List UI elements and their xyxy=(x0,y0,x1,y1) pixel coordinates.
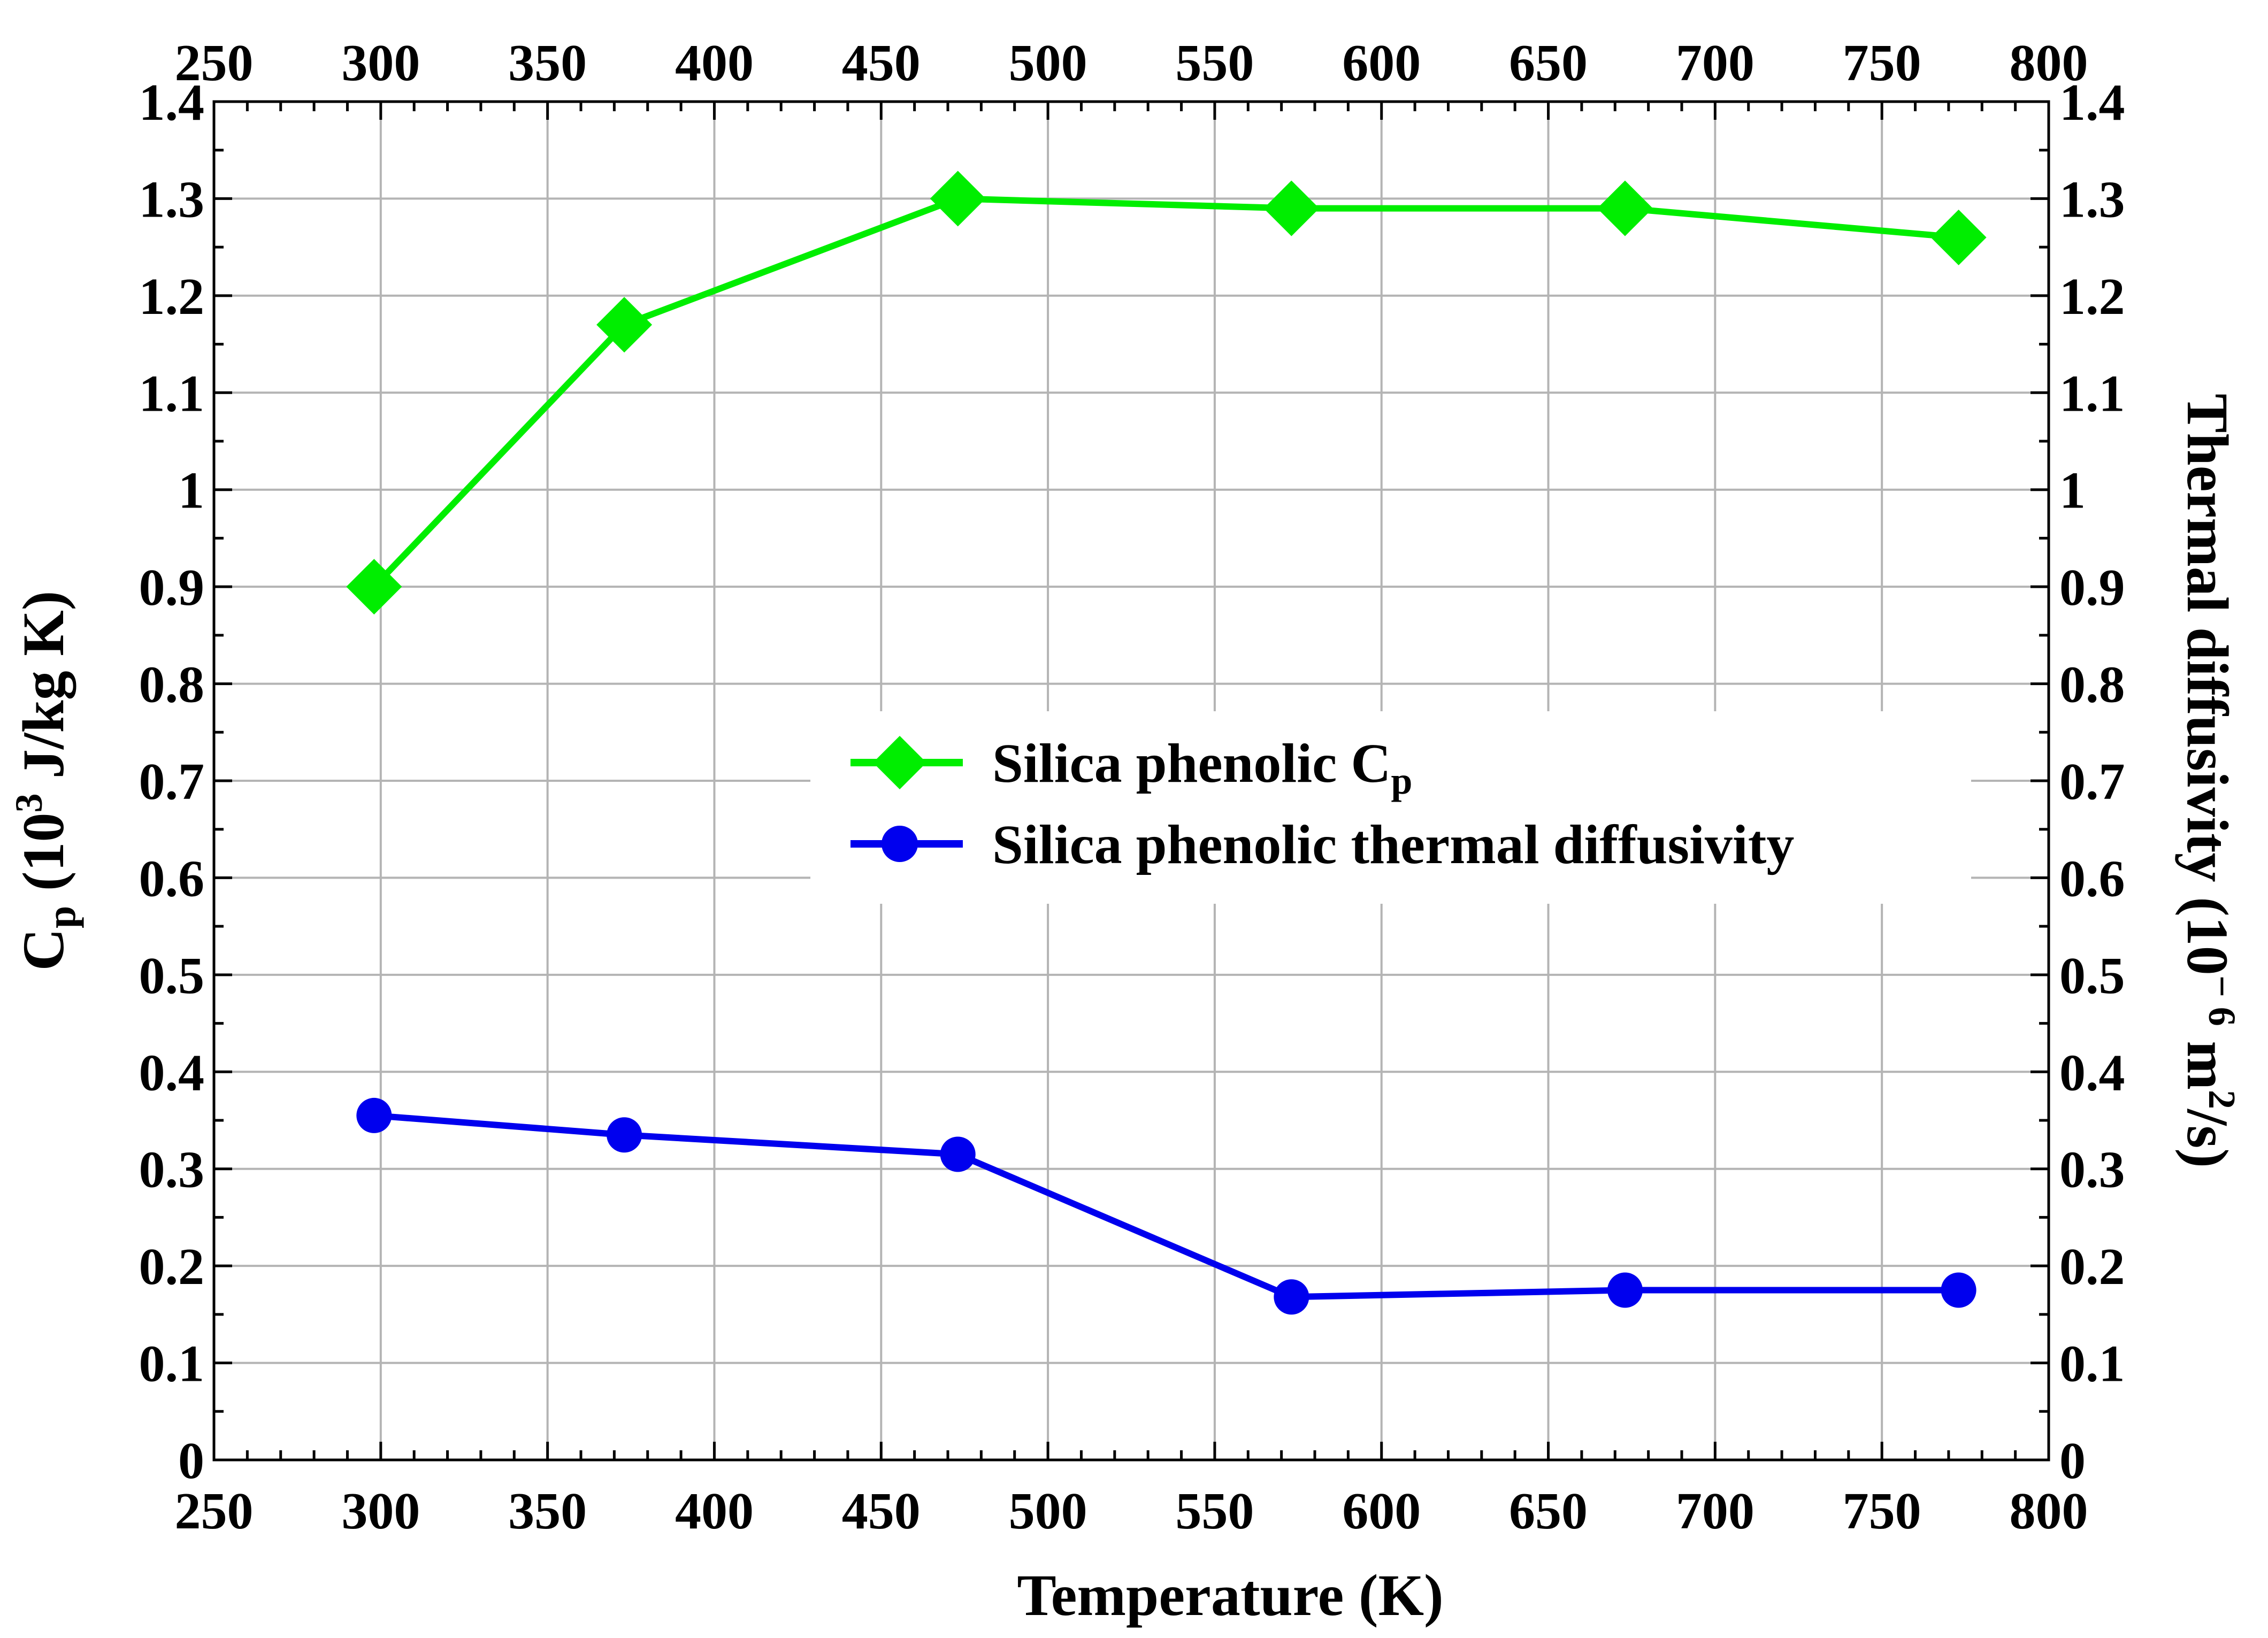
data-point-cp xyxy=(1597,180,1653,236)
data-point-diffusivity xyxy=(940,1136,976,1172)
x-tick-label-top: 650 xyxy=(1509,34,1588,92)
y-tick-label: 0.6 xyxy=(139,850,205,908)
x-tick-label: 650 xyxy=(1509,1482,1588,1540)
y-tick-label: 0.5 xyxy=(139,947,205,1005)
x-tick-label: 550 xyxy=(1175,1482,1254,1540)
y-tick-label: 1.3 xyxy=(139,171,205,228)
ticks: 250 250 300 300 350 350 400 400 450 450 500 500 550 5… xyxy=(139,34,2125,1540)
series-line-0 xyxy=(372,195,1959,589)
y-tick-label: 1.2 xyxy=(139,268,205,326)
y-tick-label-right: 0.6 xyxy=(2059,850,2125,908)
x-tick-label: 500 xyxy=(1009,1482,1087,1540)
x-tick-label-top: 750 xyxy=(1843,34,1921,92)
data-point-diffusivity xyxy=(356,1097,392,1133)
y-tick-label-right: 0.1 xyxy=(2059,1335,2125,1393)
data-point-cp xyxy=(930,171,986,227)
data-point-diffusivity xyxy=(1274,1279,1309,1315)
data-point-diffusivity xyxy=(1607,1272,1643,1308)
y-tick-label: 0 xyxy=(178,1432,204,1490)
series-line-1 xyxy=(373,1112,1959,1301)
data-point-diffusivity xyxy=(607,1117,642,1153)
left-y-axis-title: Cp (103 J/kg K) xyxy=(7,591,84,971)
y-tick-label-right: 1.1 xyxy=(2059,365,2125,422)
legend-label-cp: Silica phenolic Cp xyxy=(992,733,1412,802)
x-tick-label-top: 350 xyxy=(508,34,587,92)
y-tick-label-right: 0.9 xyxy=(2059,559,2125,617)
y-tick-label-right: 0.4 xyxy=(2059,1044,2125,1102)
data-point-cp xyxy=(1263,180,1320,236)
x-tick-label: 250 xyxy=(175,1482,254,1540)
x-tick-label-top: 800 xyxy=(2010,34,2088,92)
x-tick-label: 300 xyxy=(341,1482,420,1540)
x-tick-label-top: 700 xyxy=(1676,34,1754,92)
data-point-cp xyxy=(1930,210,1987,265)
y-tick-label: 1 xyxy=(178,462,204,520)
x-tick-label-top: 250 xyxy=(175,34,254,92)
grid xyxy=(214,102,2049,1460)
y-tick-label: 1.4 xyxy=(139,74,205,132)
y-tick-label: 0.9 xyxy=(139,559,205,617)
y-tick-label-right: 1.4 xyxy=(2059,74,2125,132)
legend-marker-cp xyxy=(873,736,926,789)
x-tick-label-top: 500 xyxy=(1009,34,1087,92)
x-tick-label: 450 xyxy=(842,1482,921,1540)
x-tick-label: 800 xyxy=(2010,1482,2088,1540)
x-axis-title: Temperature (K) xyxy=(1017,1563,1443,1628)
data-point-cp xyxy=(596,297,653,353)
y-tick-label-right: 1 xyxy=(2059,462,2086,520)
y-tick-label-right: 0 xyxy=(2059,1432,2086,1490)
y-tick-label: 0.7 xyxy=(139,753,205,811)
y-tick-label-right: 0.7 xyxy=(2059,753,2125,811)
y-tick-label: 0.4 xyxy=(139,1044,205,1102)
x-tick-label: 600 xyxy=(1342,1482,1421,1540)
y-tick-label-right: 0.2 xyxy=(2059,1238,2125,1296)
x-tick-label: 400 xyxy=(675,1482,754,1540)
y-tick-label: 0.3 xyxy=(139,1141,205,1199)
y-tick-label: 0.2 xyxy=(139,1238,205,1296)
y-tick-label: 1.1 xyxy=(139,365,205,422)
legend-marker-diffusivity xyxy=(882,826,918,862)
right-y-axis-title: Thermal diffusivity (10− 6 m2/s) xyxy=(2175,394,2243,1168)
x-tick-label-top: 450 xyxy=(842,34,921,92)
y-tick-label-right: 1.2 xyxy=(2059,268,2125,326)
legend: Silica phenolic Cp Silica phenolic therm… xyxy=(851,733,1794,875)
x-tick-label: 350 xyxy=(508,1482,587,1540)
y-tick-label: 0.8 xyxy=(139,656,205,714)
y-tick-label-right: 1.3 xyxy=(2059,171,2125,228)
legend-label-diffusivity: Silica phenolic thermal diffusivity xyxy=(992,814,1794,875)
x-tick-label-top: 300 xyxy=(341,34,420,92)
x-tick-label-top: 400 xyxy=(675,34,754,92)
x-tick-label: 700 xyxy=(1676,1482,1754,1540)
y-tick-label-right: 0.8 xyxy=(2059,656,2125,714)
legend-box xyxy=(810,711,1971,904)
x-tick-label-top: 550 xyxy=(1175,34,1254,92)
x-tick-label: 750 xyxy=(1843,1482,1921,1540)
data-point-cp xyxy=(346,559,402,615)
y-tick-label: 0.1 xyxy=(139,1335,205,1393)
y-tick-label-right: 0.5 xyxy=(2059,947,2125,1005)
y-tick-label-right: 0.3 xyxy=(2059,1141,2125,1199)
data-point-diffusivity xyxy=(1941,1272,1976,1308)
series xyxy=(346,171,1987,1315)
x-tick-label-top: 600 xyxy=(1342,34,1421,92)
